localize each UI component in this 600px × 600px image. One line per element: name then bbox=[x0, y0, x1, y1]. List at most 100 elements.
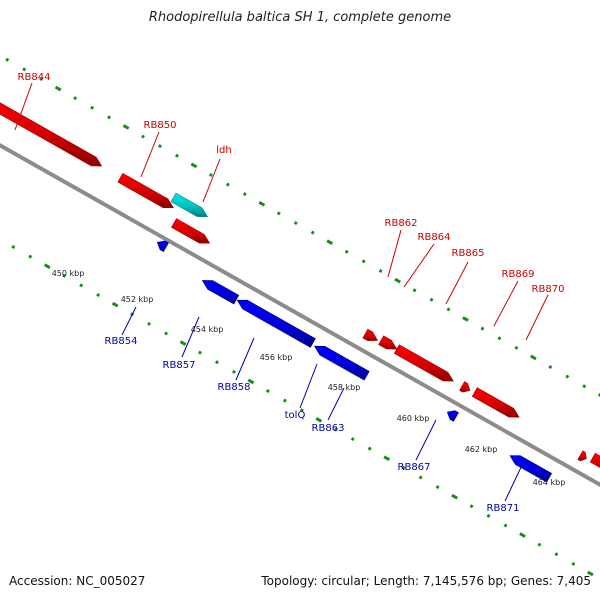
genome-backbone bbox=[0, 142, 600, 488]
inner-tick-mark bbox=[587, 570, 594, 577]
map-title: Rhodopirellula baltica SH 1, complete ge… bbox=[148, 10, 452, 25]
forward-gene-label-rb844: RB844 bbox=[18, 72, 51, 83]
kbp-label: 452 kbp bbox=[121, 295, 154, 304]
inner-tick-mark bbox=[179, 340, 187, 346]
outer-tick-mark bbox=[54, 85, 62, 92]
inner-tick-mark bbox=[265, 389, 270, 394]
outer-tick-mark bbox=[497, 336, 502, 341]
inner-tick-mark bbox=[554, 552, 559, 557]
outer-tick-mark bbox=[548, 365, 553, 370]
inner-tick-mark bbox=[435, 485, 440, 490]
leader-line bbox=[299, 363, 318, 409]
forward-gene-label-rb850: RB850 bbox=[144, 120, 177, 131]
label-leader-lines bbox=[14, 82, 549, 502]
outer-tick-mark bbox=[394, 277, 401, 284]
outer-tick-mark bbox=[344, 249, 349, 254]
inner-tick-mark bbox=[333, 427, 338, 432]
forward-gene-arrow bbox=[171, 218, 211, 244]
leader-line bbox=[14, 82, 33, 131]
reverse-gene-label-rb854: RB854 bbox=[105, 336, 138, 347]
leader-line bbox=[525, 294, 549, 341]
inner-tick-mark bbox=[43, 263, 51, 270]
outer-tick-mark bbox=[190, 162, 198, 169]
outer-tick-mark bbox=[446, 307, 451, 312]
leader-line bbox=[387, 229, 402, 278]
reverse-gene-label-rb863: RB863 bbox=[312, 423, 345, 434]
inner-tick-mark bbox=[469, 504, 474, 509]
outer-tick-mark bbox=[462, 316, 469, 322]
reverse-gene-label-tolq: tolQ bbox=[285, 410, 306, 421]
kbp-label: 462 kbp bbox=[465, 445, 498, 454]
leader-line bbox=[445, 261, 469, 305]
inner-tick-mark bbox=[282, 398, 287, 403]
leader-line bbox=[181, 316, 200, 358]
reverse-gene-arrow bbox=[446, 410, 459, 422]
leader-line bbox=[403, 243, 435, 288]
inner-tick-mark bbox=[28, 254, 33, 259]
forward-gene-arrow bbox=[378, 335, 398, 350]
outer-tick-mark bbox=[530, 354, 537, 361]
outer-tick-mark bbox=[208, 172, 213, 177]
reverse-gene-arrow bbox=[156, 240, 169, 252]
inner-tick-mark bbox=[96, 293, 101, 298]
outer-tick-mark bbox=[378, 268, 383, 273]
inner-tick-mark bbox=[111, 301, 119, 308]
outer-tick-mark bbox=[361, 259, 366, 264]
inner-tick-mark bbox=[383, 455, 391, 462]
leader-line bbox=[235, 337, 255, 381]
inner-tick-mark bbox=[231, 369, 236, 374]
outer-tick-mark bbox=[225, 182, 230, 187]
outer-tick-mark bbox=[326, 239, 334, 245]
gene-features bbox=[0, 102, 600, 483]
reverse-gene-arrow bbox=[236, 299, 316, 348]
outer-tick-mark bbox=[107, 115, 112, 120]
reverse-gene-label-rb871: RB871 bbox=[487, 503, 520, 514]
outer-tick-mark bbox=[141, 134, 145, 139]
inner-tick-mark bbox=[198, 350, 202, 355]
outer-tick-mark bbox=[5, 57, 10, 62]
inner-tick-mark bbox=[315, 417, 323, 423]
inner-tick-mark bbox=[571, 561, 576, 566]
outer-tick-mark bbox=[412, 288, 417, 293]
inner-tick-mark bbox=[519, 532, 526, 538]
outer-tick-mark bbox=[175, 153, 179, 158]
kbp-label: 454 kbp bbox=[191, 325, 224, 334]
reverse-gene-arrow bbox=[201, 280, 240, 305]
outer-tick-mark bbox=[429, 297, 434, 302]
genome-summary-text: Topology: circular; Length: 7,145,576 bp… bbox=[261, 574, 591, 588]
inner-tick-mark bbox=[215, 360, 219, 365]
reverse-gene-arrow bbox=[313, 345, 370, 381]
kbp-label: 464 kbp bbox=[533, 478, 566, 487]
inner-tick-mark bbox=[62, 273, 67, 278]
outer-tick-mark bbox=[242, 192, 247, 197]
forward-gene-arrow bbox=[577, 450, 587, 462]
forward-gene-label-ldh: ldh bbox=[216, 145, 231, 156]
forward-gene-label-rb864: RB864 bbox=[418, 232, 451, 243]
rna-gene-arrow bbox=[170, 192, 208, 217]
reverse-gene-label-rb867: RB867 bbox=[398, 462, 431, 473]
outer-tick-mark bbox=[22, 67, 27, 72]
outer-tick-mark bbox=[480, 326, 485, 331]
outer-tick-mark bbox=[310, 230, 315, 235]
leader-line bbox=[504, 460, 525, 502]
forward-gene-label-rb862: RB862 bbox=[385, 218, 418, 229]
inner-tick-mark bbox=[537, 542, 542, 547]
inner-tick-mark bbox=[486, 513, 491, 518]
kbp-label: 460 kbp bbox=[397, 414, 430, 423]
outer-tick-mark bbox=[514, 345, 519, 350]
forward-gene-arrow bbox=[117, 172, 174, 209]
reverse-gene-label-rb857: RB857 bbox=[163, 360, 196, 371]
forward-gene-label-rb865: RB865 bbox=[452, 248, 485, 259]
leader-line bbox=[493, 280, 519, 327]
forward-gene-label-rb870: RB870 bbox=[532, 284, 565, 295]
kbp-label: 458 kbp bbox=[328, 383, 361, 392]
backbone-line bbox=[0, 142, 600, 488]
outer-tick-mark bbox=[582, 384, 587, 389]
outer-tick-mark bbox=[73, 96, 78, 101]
accession-text: Accession: NC_005027 bbox=[9, 574, 146, 588]
outer-tick-mark bbox=[276, 211, 281, 216]
kbp-label: 450 kbp bbox=[52, 269, 85, 278]
